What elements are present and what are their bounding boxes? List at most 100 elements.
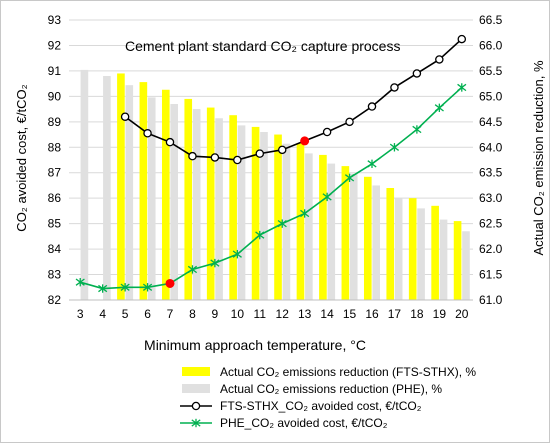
- bar-fts-sthx: [184, 98, 193, 300]
- x-tick-label: 10: [231, 307, 245, 321]
- y-tick-label-left: 84: [48, 242, 62, 256]
- x-tick-label: 20: [455, 307, 469, 321]
- y-tick-label-left: 86: [48, 191, 62, 205]
- point-phe: [434, 103, 444, 113]
- point-fts-sthx: [165, 137, 175, 147]
- y-tick-label-right: 61.0: [479, 293, 503, 307]
- y-tick-label-right: 64.0: [479, 140, 503, 154]
- bar-fts-sthx: [431, 205, 439, 300]
- bar-phe: [147, 97, 156, 300]
- point-phe: [120, 283, 130, 292]
- bar-phe: [462, 231, 470, 300]
- point-phe: [457, 83, 467, 92]
- legend-label: FTS-STHX_CO₂ avoided cost, €/tCO₂: [220, 399, 422, 413]
- point-fts-sthx: [322, 127, 332, 137]
- point-fts-sthx: [120, 112, 130, 121]
- point-phe: [210, 258, 220, 268]
- bar-phe: [394, 198, 403, 300]
- x-tick-label: 15: [343, 307, 357, 321]
- x-tick-label: 6: [144, 307, 151, 321]
- line-fts-sthx: [124, 38, 463, 161]
- bar-phe: [349, 173, 358, 300]
- point-phe: [344, 173, 355, 183]
- point-phe: [322, 192, 332, 202]
- bar-phe: [237, 125, 246, 300]
- bar-fts-sthx: [341, 166, 350, 300]
- point-phe: [300, 209, 310, 218]
- bar-fts-sthx: [408, 198, 417, 300]
- legend-swatch: [182, 384, 210, 393]
- legend-label: Actual CO₂ emissions reduction (PHE), %: [220, 382, 442, 396]
- bar-phe: [215, 118, 223, 300]
- y-tick-label-left: 90: [48, 89, 62, 103]
- y-tick-label-right: 61.5: [479, 268, 503, 282]
- y-tick-label-left: 85: [48, 217, 62, 231]
- bar-fts-sthx: [363, 176, 372, 300]
- point-fts-sthx: [188, 151, 197, 161]
- legend-marker: [191, 418, 201, 428]
- x-tick-label: 16: [365, 307, 379, 321]
- y-tick-label-right: 66.5: [479, 13, 503, 27]
- point-phe: [255, 230, 265, 240]
- x-tick-label: 5: [122, 307, 129, 321]
- x-tick-label: 11: [254, 307, 267, 321]
- point-fts-sthx: [255, 149, 265, 158]
- y-tick-label-right: 65.5: [479, 64, 503, 78]
- x-tick-label: 3: [77, 307, 84, 321]
- legend: Actual CO₂ emissions reduction (FTS-STHX…: [180, 365, 476, 430]
- bar-fts-sthx: [161, 89, 170, 300]
- bar-fts-sthx: [117, 73, 125, 300]
- bar-phe: [103, 76, 111, 300]
- point-fts-sthx: [345, 117, 354, 127]
- bar-fts-sthx: [296, 143, 305, 300]
- bar-phe: [80, 69, 89, 301]
- x-tick-label: 14: [320, 307, 334, 321]
- point-fts-sthx: [412, 69, 422, 78]
- point-fts-sthx: [210, 153, 220, 162]
- x-tick-label: 12: [276, 307, 290, 321]
- bar-fts-sthx: [386, 188, 395, 300]
- bar-phe: [125, 85, 134, 300]
- point-fts-sthx: [277, 145, 287, 155]
- y-tick-label-left: 93: [48, 13, 62, 27]
- y-tick-label-right: 62.0: [479, 242, 503, 256]
- chart-title: Cement plant standard CO₂ capture proces…: [125, 38, 400, 54]
- bar-phe: [192, 109, 201, 300]
- bar-fts-sthx: [319, 154, 327, 300]
- bar-fts-sthx: [206, 107, 215, 301]
- y-axis-label-right: Actual CO₂ emission reduction, %: [531, 60, 546, 256]
- x-axis-label: Minimum approach temperature, °C: [144, 337, 366, 353]
- y-tick-label-left: 82: [48, 293, 62, 307]
- bar-phe: [305, 153, 313, 300]
- x-tick-label: 4: [99, 307, 106, 321]
- bar-fts-sthx: [139, 82, 148, 300]
- y-axis-label-left: CO₂ avoided cost, €/tCO₂: [14, 84, 29, 231]
- point-fts-sthx: [367, 102, 377, 111]
- point-phe: [187, 265, 198, 274]
- legend-swatch: [182, 367, 210, 376]
- y-tick-label-right: 63.5: [479, 166, 503, 180]
- point-fts-sthx: [435, 55, 444, 64]
- y-tick-label-left: 83: [48, 268, 62, 282]
- x-tick-label: 7: [167, 307, 174, 321]
- bar-fts-sthx: [274, 134, 282, 300]
- point-phe: [98, 284, 108, 293]
- point-phe: [389, 143, 400, 152]
- y-tick-label-left: 92: [48, 38, 62, 52]
- y-tick-label-left: 87: [48, 166, 62, 180]
- x-tick-label: 17: [388, 307, 402, 321]
- x-tick-label: 19: [433, 307, 447, 321]
- y-tick-label-right: 63.0: [479, 191, 503, 205]
- y-tick-label-right: 65.0: [479, 89, 503, 103]
- bar-phe: [260, 132, 268, 300]
- legend-marker: [191, 401, 201, 411]
- point-phe: [75, 277, 85, 287]
- point-fts-sthx: [457, 34, 467, 44]
- y-tick-label-right: 66.0: [479, 38, 503, 52]
- point-phe: [412, 125, 422, 134]
- point-fts-sthx: [390, 83, 399, 92]
- point-phe: [277, 219, 287, 228]
- x-tick-label: 13: [298, 307, 312, 321]
